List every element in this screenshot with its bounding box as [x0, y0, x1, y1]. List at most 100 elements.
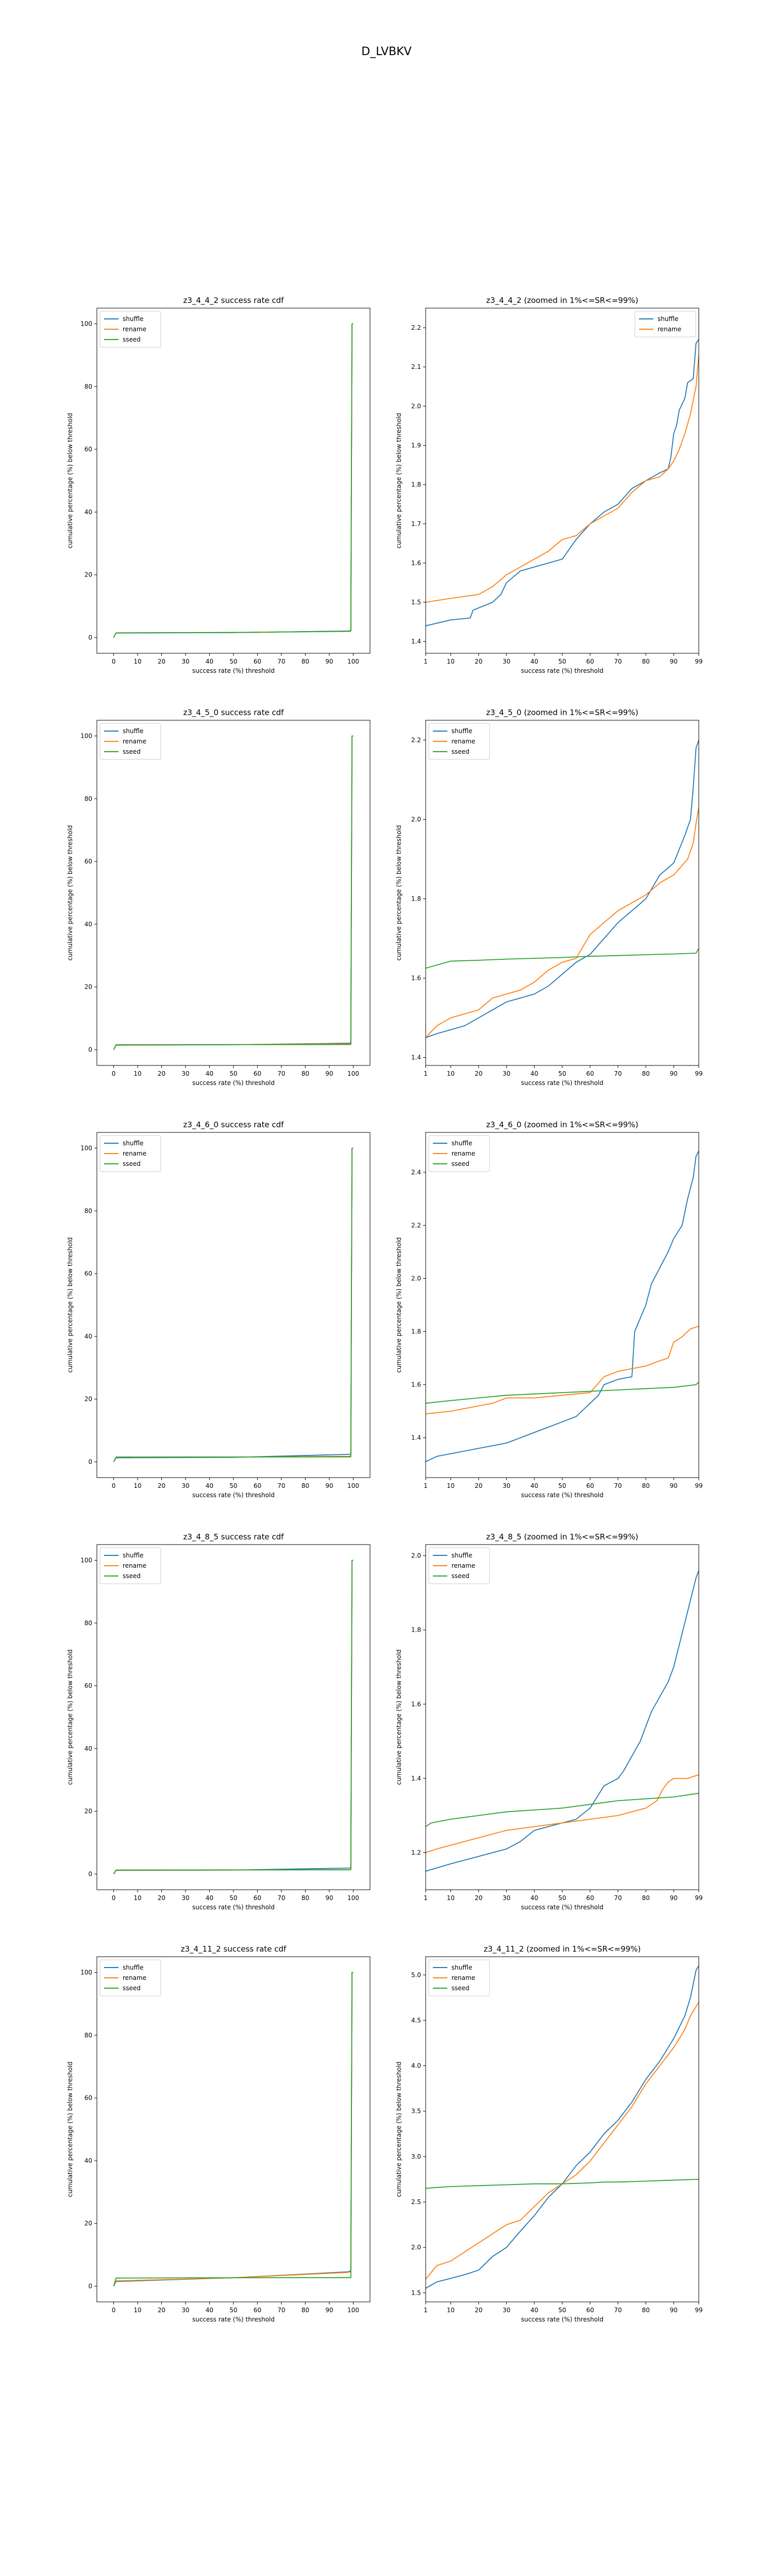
x-tick-label: 50 [229, 1894, 237, 1902]
chart-title: z3_4_6_0 (zoomed in 1%<=SR<=99%) [486, 1120, 638, 1130]
x-tick-label: 50 [229, 658, 237, 665]
y-tick-label: 20 [85, 571, 92, 579]
legend-label: shuffle [123, 727, 143, 735]
legend-label: rename [123, 326, 146, 333]
x-axis-label: success rate (%) threshold [192, 2316, 275, 2323]
x-tick-label: 90 [325, 2307, 333, 2314]
series-group [113, 735, 354, 1050]
x-tick-label: 50 [558, 658, 566, 665]
y-tick-label: 1.4 [411, 1775, 421, 1782]
chart-title: z3_4_4_2 success rate cdf [183, 296, 284, 306]
legend-label: sseed [123, 1985, 141, 1992]
y-tick-label: 40 [85, 1333, 92, 1340]
chart-panel: z3_4_6_0 (zoomed in 1%<=SR<=99%) 1 10 20 30 4… [395, 1120, 703, 1499]
chart-panel: z3_4_11_2 success rate cdf 0 10 20 30 40 50 60 7… [66, 1944, 371, 2323]
x-tick-label: 40 [206, 1894, 213, 1902]
chart-panel: z3_4_6_0 success rate cdf 0 10 20 30 40 50 60 70… [66, 1120, 371, 1499]
y-tick-label: 1.8 [411, 481, 421, 488]
x-tick-label: 10 [133, 1482, 141, 1489]
y-tick-label: 1.4 [411, 1434, 421, 1442]
y-tick-label: 4.0 [411, 2062, 421, 2070]
x-tick-label: 10 [447, 1482, 455, 1489]
y-tick-label: 1.5 [411, 599, 421, 606]
x-tick-label: 99 [695, 658, 702, 665]
chart-title: z3_4_8_5 (zoomed in 1%<=SR<=99%) [486, 1532, 638, 1542]
series-line-shuffle [113, 323, 354, 638]
x-tick-label: 40 [206, 2307, 213, 2314]
series-line-sseed [426, 2179, 699, 2189]
y-tick-label: 2.2 [411, 1222, 421, 1229]
chart-title: z3_4_6_0 success rate cdf [183, 1120, 284, 1130]
y-tick-label: 60 [85, 1682, 92, 1689]
chart-panel: z3_4_8_5 success rate cdf 0 10 20 30 40 50 60 70… [66, 1532, 371, 1911]
chart-title: z3_4_11_2 success rate cdf [181, 1944, 287, 1954]
plot-frame [425, 720, 699, 1066]
x-tick-label: 80 [642, 658, 650, 665]
legend-label: sseed [123, 748, 141, 755]
y-tick-label: 2.2 [411, 324, 421, 331]
x-tick-label: 10 [133, 1894, 141, 1902]
x-tick-label: 60 [586, 658, 594, 665]
y-axis-label: cumulative percentage (%) below threshol… [66, 413, 74, 548]
x-tick-label: 50 [229, 1070, 237, 1077]
y-axis-label: cumulative percentage (%) below threshol… [395, 2061, 402, 2197]
x-tick-label: 40 [530, 1070, 538, 1077]
y-tick-label: 80 [85, 383, 92, 390]
series-line-sseed [113, 1972, 354, 2286]
y-axis-label: cumulative percentage (%) below threshol… [66, 1237, 74, 1372]
legend-label: rename [123, 1150, 146, 1157]
series-group [113, 1560, 354, 1875]
x-tick-label: 70 [614, 2307, 622, 2314]
plot-frame [96, 1544, 371, 1890]
x-tick-label: 80 [642, 1894, 650, 1902]
series-line-rename [113, 323, 354, 638]
x-tick-label: 70 [614, 1070, 622, 1077]
y-tick-label: 20 [85, 1396, 92, 1403]
x-tick-label: 30 [181, 1070, 189, 1077]
series-line-rename [426, 2002, 699, 2280]
y-tick-label: 20 [85, 984, 92, 991]
y-tick-label: 60 [85, 446, 92, 453]
x-tick-label: 90 [670, 1070, 678, 1077]
y-axis-label: cumulative percentage (%) below threshol… [395, 825, 402, 960]
chart-panel: z3_4_4_2 success rate cdf 0 10 20 30 40 50 60 70… [66, 296, 371, 674]
x-tick-label: 40 [206, 658, 213, 665]
chart-panel: z3_4_11_2 (zoomed in 1%<=SR<=99%) 1 10 20 30… [395, 1944, 703, 2323]
y-tick-label: 40 [85, 2157, 92, 2164]
legend-label: shuffle [451, 1552, 472, 1559]
x-tick-label: 0 [112, 1070, 116, 1077]
x-tick-label: 0 [112, 1482, 116, 1489]
x-tick-label: 90 [670, 1482, 678, 1489]
x-tick-label: 20 [158, 1894, 165, 1902]
series-line-sseed [426, 948, 699, 969]
x-tick-label: 0 [112, 658, 116, 665]
y-tick-label: 1.6 [411, 560, 421, 567]
plot-frame [425, 1544, 699, 1890]
series-line-rename [113, 1560, 354, 1874]
x-tick-label: 90 [670, 658, 678, 665]
x-tick-label: 1 [424, 1482, 428, 1489]
x-tick-label: 100 [347, 658, 359, 665]
legend-label: sseed [123, 1160, 141, 1167]
chart-title: z3_4_11_2 (zoomed in 1%<=SR<=99%) [484, 1944, 641, 1954]
y-tick-label: 60 [85, 1270, 92, 1277]
plot-frame [96, 308, 371, 654]
plot-frame [425, 1956, 699, 2302]
legend-label: sseed [123, 1572, 141, 1580]
series-line-rename [426, 355, 699, 603]
x-tick-label: 30 [181, 658, 189, 665]
series-line-sseed [113, 323, 354, 638]
y-tick-label: 1.9 [411, 442, 421, 449]
x-tick-label: 30 [502, 658, 510, 665]
x-tick-label: 60 [254, 658, 261, 665]
x-tick-label: 80 [301, 1482, 309, 1489]
y-tick-label: 80 [85, 795, 92, 802]
y-axis-label: cumulative percentage (%) below threshol… [66, 2061, 74, 2197]
x-tick-label: 70 [614, 658, 622, 665]
legend-label: sseed [451, 1985, 469, 1992]
x-axis-label: success rate (%) threshold [521, 2316, 603, 2323]
series-group [426, 1150, 699, 1462]
x-tick-label: 50 [229, 2307, 237, 2314]
plot-frame [425, 1132, 699, 1478]
series-line-sseed [113, 735, 354, 1050]
